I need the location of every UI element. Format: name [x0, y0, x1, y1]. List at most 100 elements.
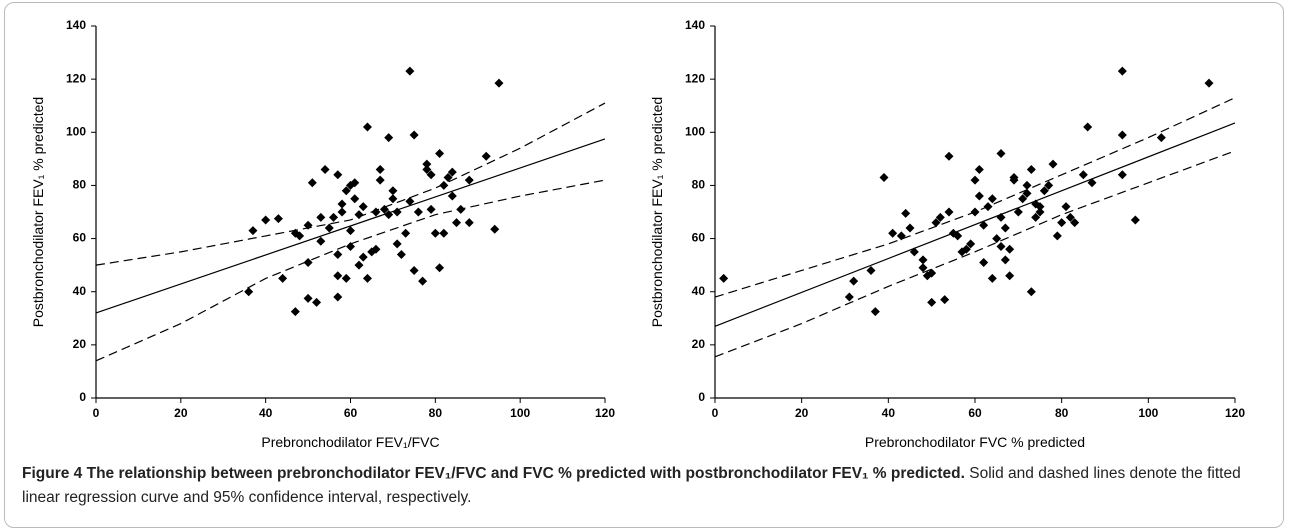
y-tick-label: 120 — [66, 71, 86, 85]
point — [844, 292, 854, 302]
point — [944, 207, 954, 217]
point — [1070, 218, 1080, 228]
point — [401, 228, 411, 238]
point — [979, 220, 989, 230]
point — [303, 293, 313, 303]
x-axis-label: Prebronchodilator FVC % predicted — [865, 434, 1085, 450]
point — [970, 207, 980, 217]
point — [405, 196, 415, 206]
point — [422, 164, 432, 174]
point — [1078, 170, 1088, 180]
y-axis-label: Postbronchodilator FEV₁ % predicted — [649, 97, 665, 327]
fit-line — [714, 122, 1236, 327]
y-tick-label: 40 — [73, 284, 87, 298]
point — [273, 214, 283, 224]
point — [324, 223, 334, 233]
point — [447, 191, 457, 201]
point — [290, 307, 300, 317]
charts: 0 20 40 60 80 100 120 0 20 40 60 80 100 120 140 Prebron… — [30, 18, 1245, 450]
point — [384, 210, 394, 220]
point — [970, 175, 980, 185]
point — [1000, 255, 1010, 265]
y-tick-label: 140 — [66, 18, 86, 32]
point — [1022, 180, 1032, 190]
point — [333, 170, 343, 180]
point — [375, 175, 385, 185]
point — [303, 257, 313, 267]
point — [1035, 207, 1045, 217]
point — [358, 252, 368, 262]
point — [901, 208, 911, 218]
point — [409, 130, 419, 140]
ci-upper — [714, 97, 1236, 298]
x-tick-label: 120 — [1225, 406, 1245, 420]
x-tick-label: 100 — [1138, 406, 1158, 420]
point — [1031, 212, 1041, 222]
point — [452, 218, 462, 228]
point — [278, 273, 288, 283]
x-tick-label: 100 — [510, 406, 530, 420]
point — [371, 207, 381, 217]
point — [261, 215, 271, 225]
point — [396, 250, 406, 260]
x-tick-label: 40 — [882, 406, 896, 420]
point — [350, 194, 360, 204]
point — [244, 287, 254, 297]
point — [333, 292, 343, 302]
point — [1035, 202, 1045, 212]
point — [1044, 180, 1054, 190]
point — [248, 226, 258, 236]
point — [1117, 130, 1127, 140]
point — [430, 228, 440, 238]
point — [494, 78, 504, 88]
point — [719, 273, 729, 283]
point — [879, 172, 889, 182]
point — [1065, 212, 1075, 222]
y-tick-label: 80 — [692, 178, 706, 192]
ci-upper — [95, 102, 606, 266]
point — [1087, 178, 1097, 188]
x-tick-label: 40 — [259, 406, 273, 420]
point — [333, 271, 343, 281]
point — [307, 178, 317, 188]
point — [944, 151, 954, 161]
figure-frame — [4, 2, 1284, 528]
point — [435, 263, 445, 273]
x-tick-label: 80 — [1055, 406, 1069, 420]
point — [966, 239, 976, 249]
point — [987, 194, 997, 204]
point — [443, 172, 453, 182]
y-tick-label: 60 — [73, 231, 87, 245]
point — [979, 257, 989, 267]
point — [983, 202, 993, 212]
point — [927, 297, 937, 307]
point — [439, 180, 449, 190]
point — [974, 191, 984, 201]
point — [1117, 170, 1127, 180]
point — [1000, 223, 1010, 233]
point — [1005, 244, 1015, 254]
ci-lower — [714, 150, 1236, 358]
point — [409, 265, 419, 275]
point — [362, 273, 372, 283]
caption-text: Solid and dashed lines denote the fitted… — [22, 465, 1241, 506]
x-tick-label: 20 — [795, 406, 809, 420]
point — [375, 164, 385, 174]
point — [481, 151, 491, 161]
point — [358, 202, 368, 212]
point — [1039, 186, 1049, 196]
point — [961, 244, 971, 254]
y-tick-label: 20 — [73, 337, 87, 351]
y-tick-label: 100 — [66, 124, 86, 138]
point — [905, 223, 915, 233]
point — [1026, 287, 1036, 297]
point — [1083, 122, 1093, 132]
caption: Figure 4 The relationship between prebro… — [22, 462, 1272, 510]
point — [350, 178, 360, 188]
point — [1022, 188, 1032, 198]
point — [1026, 164, 1036, 174]
point — [490, 224, 500, 234]
point — [1057, 218, 1067, 228]
point — [379, 204, 389, 214]
